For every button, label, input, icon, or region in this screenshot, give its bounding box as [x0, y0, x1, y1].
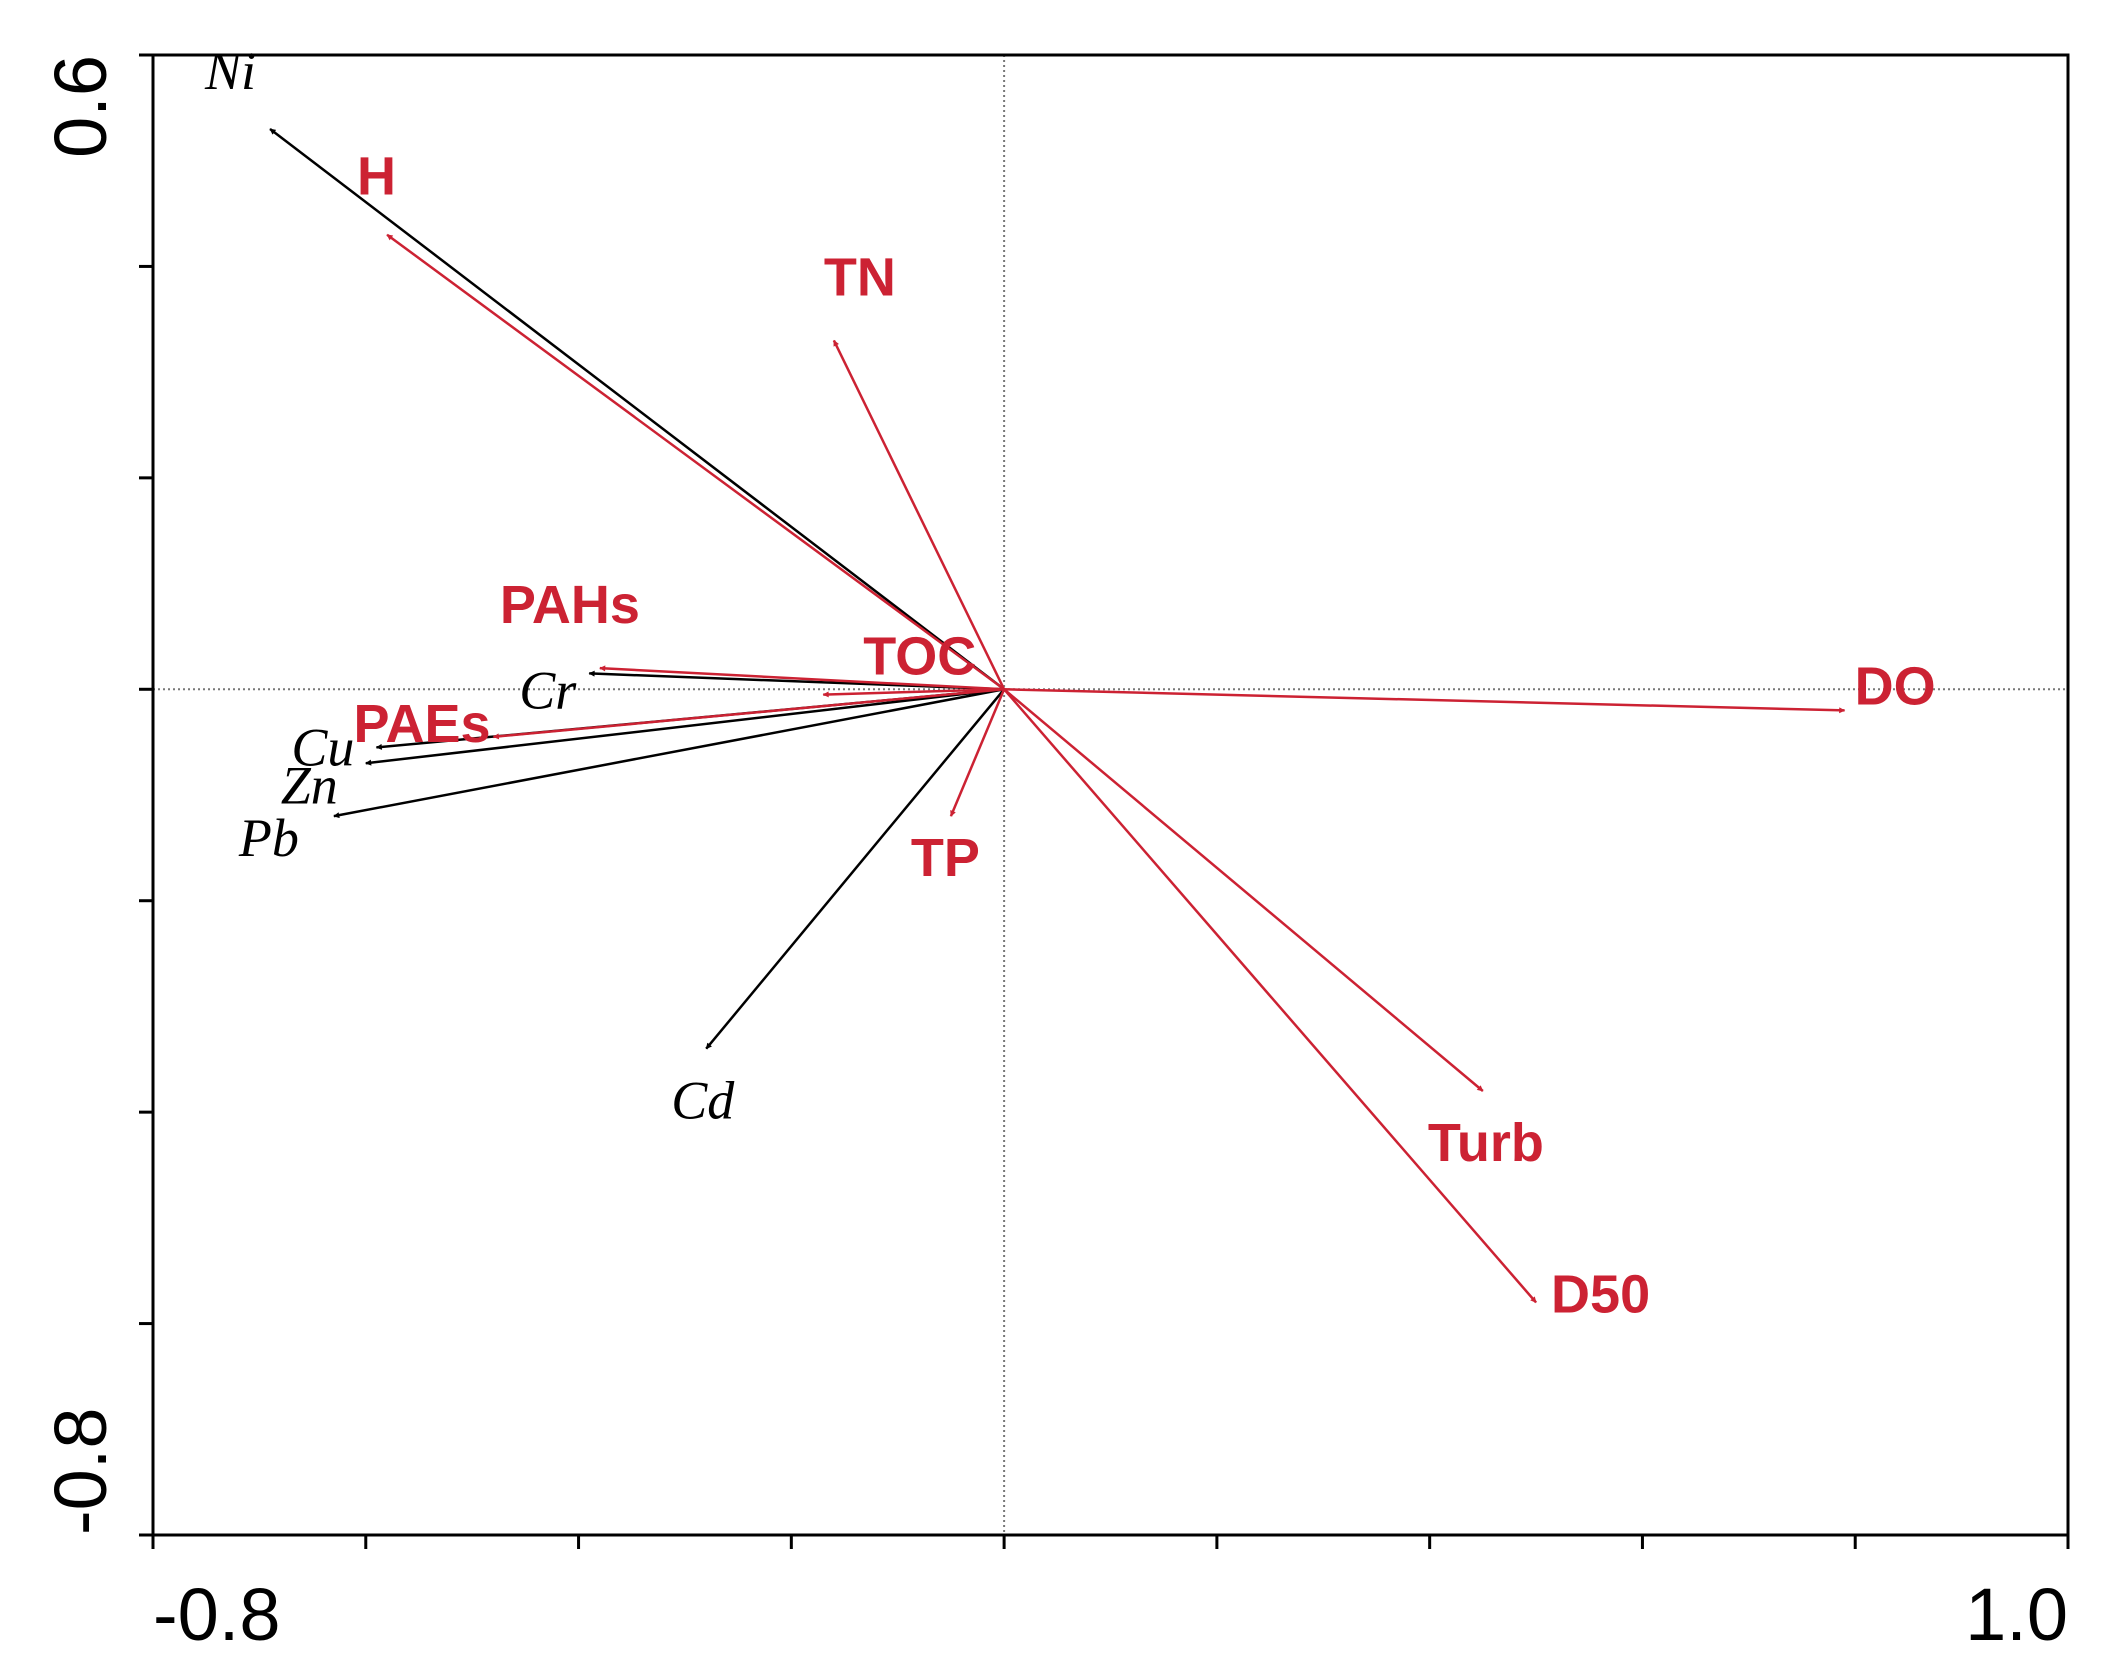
- vector-arrow-pb: [333, 688, 1005, 819]
- vector-label-tn: TN: [824, 247, 896, 307]
- vector-label-cu: Cu: [291, 717, 354, 777]
- y-tick-label-max: 0.6: [39, 55, 122, 158]
- x-tick-label-min: -0.8: [153, 1573, 281, 1656]
- vector-label-cr: Cr: [519, 660, 577, 720]
- vector-label-turb: Turb: [1428, 1113, 1544, 1173]
- vector-label-paes: PAEs: [353, 694, 490, 754]
- vector-label-cd: Cd: [671, 1071, 735, 1131]
- vector-label-ni: Ni: [204, 41, 256, 101]
- vector-label-toc: TOC: [863, 627, 976, 687]
- axis-ticks: [139, 53, 2070, 1549]
- vector-arrow-pahs: [599, 665, 1005, 691]
- vector-arrow-tp: [949, 688, 1006, 817]
- y-tick-label-min: -0.8: [39, 1407, 122, 1535]
- vector-label-pahs: PAHs: [500, 575, 640, 635]
- vector-arrow-paes: [492, 688, 1005, 740]
- vector-label-h: H: [357, 147, 396, 207]
- vector-arrow-tn: [832, 339, 1006, 690]
- vector-arrow-toc: [822, 688, 1005, 698]
- reference-lines: [153, 55, 2068, 1535]
- vector-label-tp: TP: [911, 828, 980, 888]
- vector-label-do: DO: [1855, 656, 1936, 716]
- vector-arrow-ni: [269, 128, 1005, 691]
- vector-label-pb: Pb: [238, 808, 299, 868]
- vector-arrow-cd: [705, 688, 1006, 1050]
- plot-frame: [151, 53, 2070, 1537]
- vector-arrow-do: [1004, 688, 1846, 714]
- vector-label-d50: D50: [1551, 1264, 1650, 1324]
- vector-arrow-h: [386, 233, 1005, 691]
- vector-arrow-turb: [1003, 688, 1484, 1092]
- x-tick-label-max: 1.0: [1965, 1573, 2068, 1656]
- vector-label-zn: Zn: [281, 755, 338, 815]
- vector-arrow-d50: [1003, 688, 1537, 1304]
- environmental-vectors: [386, 233, 1846, 1304]
- vector-arrow-zn: [365, 688, 1005, 766]
